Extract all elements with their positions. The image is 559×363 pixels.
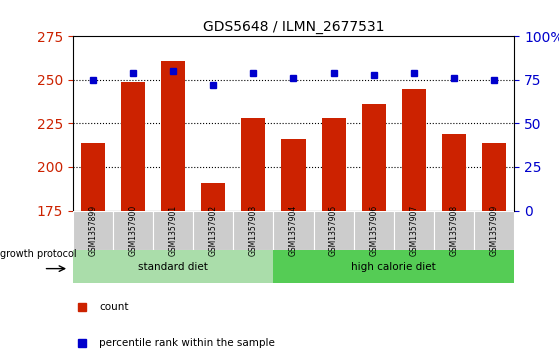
- Text: GSM1357904: GSM1357904: [289, 205, 298, 256]
- Bar: [362, 104, 386, 211]
- Bar: [442, 134, 466, 211]
- Bar: [121, 82, 145, 211]
- Bar: [113, 211, 153, 250]
- Bar: [201, 183, 225, 211]
- Bar: [273, 211, 314, 250]
- Bar: [434, 211, 474, 250]
- Title: GDS5648 / ILMN_2677531: GDS5648 / ILMN_2677531: [203, 20, 384, 34]
- Bar: [402, 89, 426, 211]
- Bar: [482, 143, 506, 211]
- Text: GSM1357899: GSM1357899: [88, 205, 97, 256]
- Bar: [80, 143, 105, 211]
- Bar: [233, 211, 273, 250]
- Text: high calorie diet: high calorie diet: [352, 262, 436, 272]
- Bar: [73, 250, 273, 283]
- Bar: [193, 211, 233, 250]
- Text: count: count: [99, 302, 129, 312]
- Bar: [241, 118, 266, 211]
- Text: growth protocol: growth protocol: [0, 249, 77, 259]
- Text: GSM1357902: GSM1357902: [209, 205, 217, 256]
- Bar: [354, 211, 394, 250]
- Bar: [314, 211, 354, 250]
- Bar: [73, 211, 113, 250]
- Bar: [153, 211, 193, 250]
- Bar: [161, 61, 185, 211]
- Text: GSM1357907: GSM1357907: [409, 205, 419, 256]
- Text: standard diet: standard diet: [138, 262, 208, 272]
- Text: GSM1357903: GSM1357903: [249, 205, 258, 256]
- Bar: [273, 250, 514, 283]
- Text: GSM1357906: GSM1357906: [369, 205, 378, 256]
- Text: GSM1357908: GSM1357908: [449, 205, 458, 256]
- Text: percentile rank within the sample: percentile rank within the sample: [99, 338, 275, 348]
- Bar: [474, 211, 514, 250]
- Text: GSM1357901: GSM1357901: [168, 205, 178, 256]
- Text: GSM1357900: GSM1357900: [129, 205, 138, 256]
- Text: GSM1357909: GSM1357909: [490, 205, 499, 256]
- Text: GSM1357905: GSM1357905: [329, 205, 338, 256]
- Bar: [321, 118, 345, 211]
- Bar: [281, 139, 306, 211]
- Bar: [394, 211, 434, 250]
